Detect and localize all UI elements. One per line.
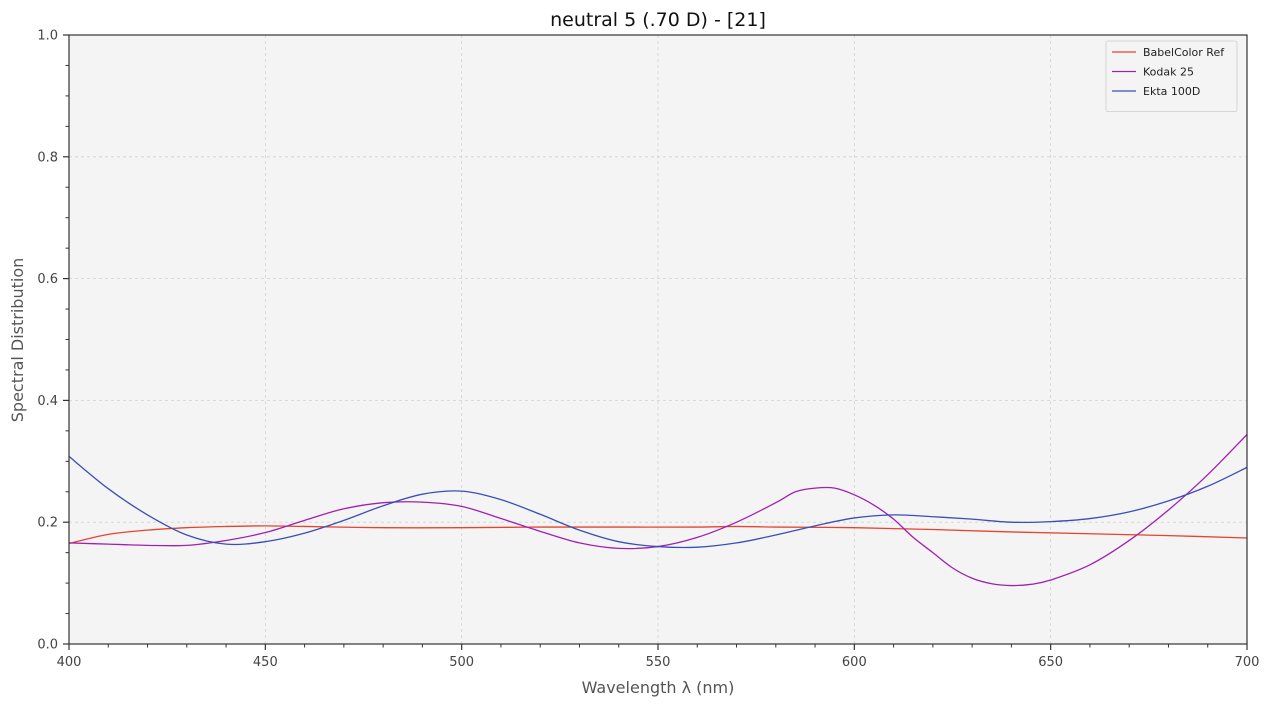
- series-line-ekta-100d: [68, 455, 1248, 549]
- legend-label: Kodak 25: [1143, 66, 1194, 79]
- x-tick-label: 600: [842, 655, 867, 670]
- x-tick-label: 650: [1038, 655, 1063, 670]
- x-axis-label: Wavelength λ (nm): [582, 678, 735, 697]
- series-line-babelcolor-ref: [68, 525, 1248, 545]
- y-tick-label: 1.0: [37, 29, 58, 44]
- series-lines: [68, 434, 1248, 587]
- plot-area: [69, 35, 1247, 644]
- x-tick-label: 550: [646, 655, 671, 670]
- legend-box: [1105, 40, 1238, 112]
- series-line-kodak-25: [68, 434, 1248, 587]
- x-tick-label: 500: [449, 655, 474, 670]
- x-tick-label: 450: [253, 655, 278, 670]
- y-tick-label: 0.6: [37, 272, 58, 287]
- chart-title: neutral 5 (.70 D) - [21]: [550, 9, 766, 31]
- legend-label: Ekta 100D: [1143, 85, 1200, 98]
- legend-label: BabelColor Ref: [1143, 46, 1225, 59]
- legend: BabelColor Ref Kodak 25 Ekta 100D: [1105, 40, 1238, 112]
- y-tick-label: 0.8: [37, 150, 58, 165]
- y-tick-label: 0.0: [37, 638, 58, 653]
- axis-ticks: 400 450 500 550 600 650 700 0.0 0.2 0.4 0.6 0.8 1.0: [37, 29, 1259, 671]
- y-tick-label: 0.2: [37, 516, 58, 531]
- x-tick-label: 400: [57, 655, 82, 670]
- y-tick-label: 0.4: [37, 394, 58, 409]
- x-tick-label: 700: [1235, 655, 1260, 670]
- y-axis-label: Spectral Distribution: [8, 258, 27, 422]
